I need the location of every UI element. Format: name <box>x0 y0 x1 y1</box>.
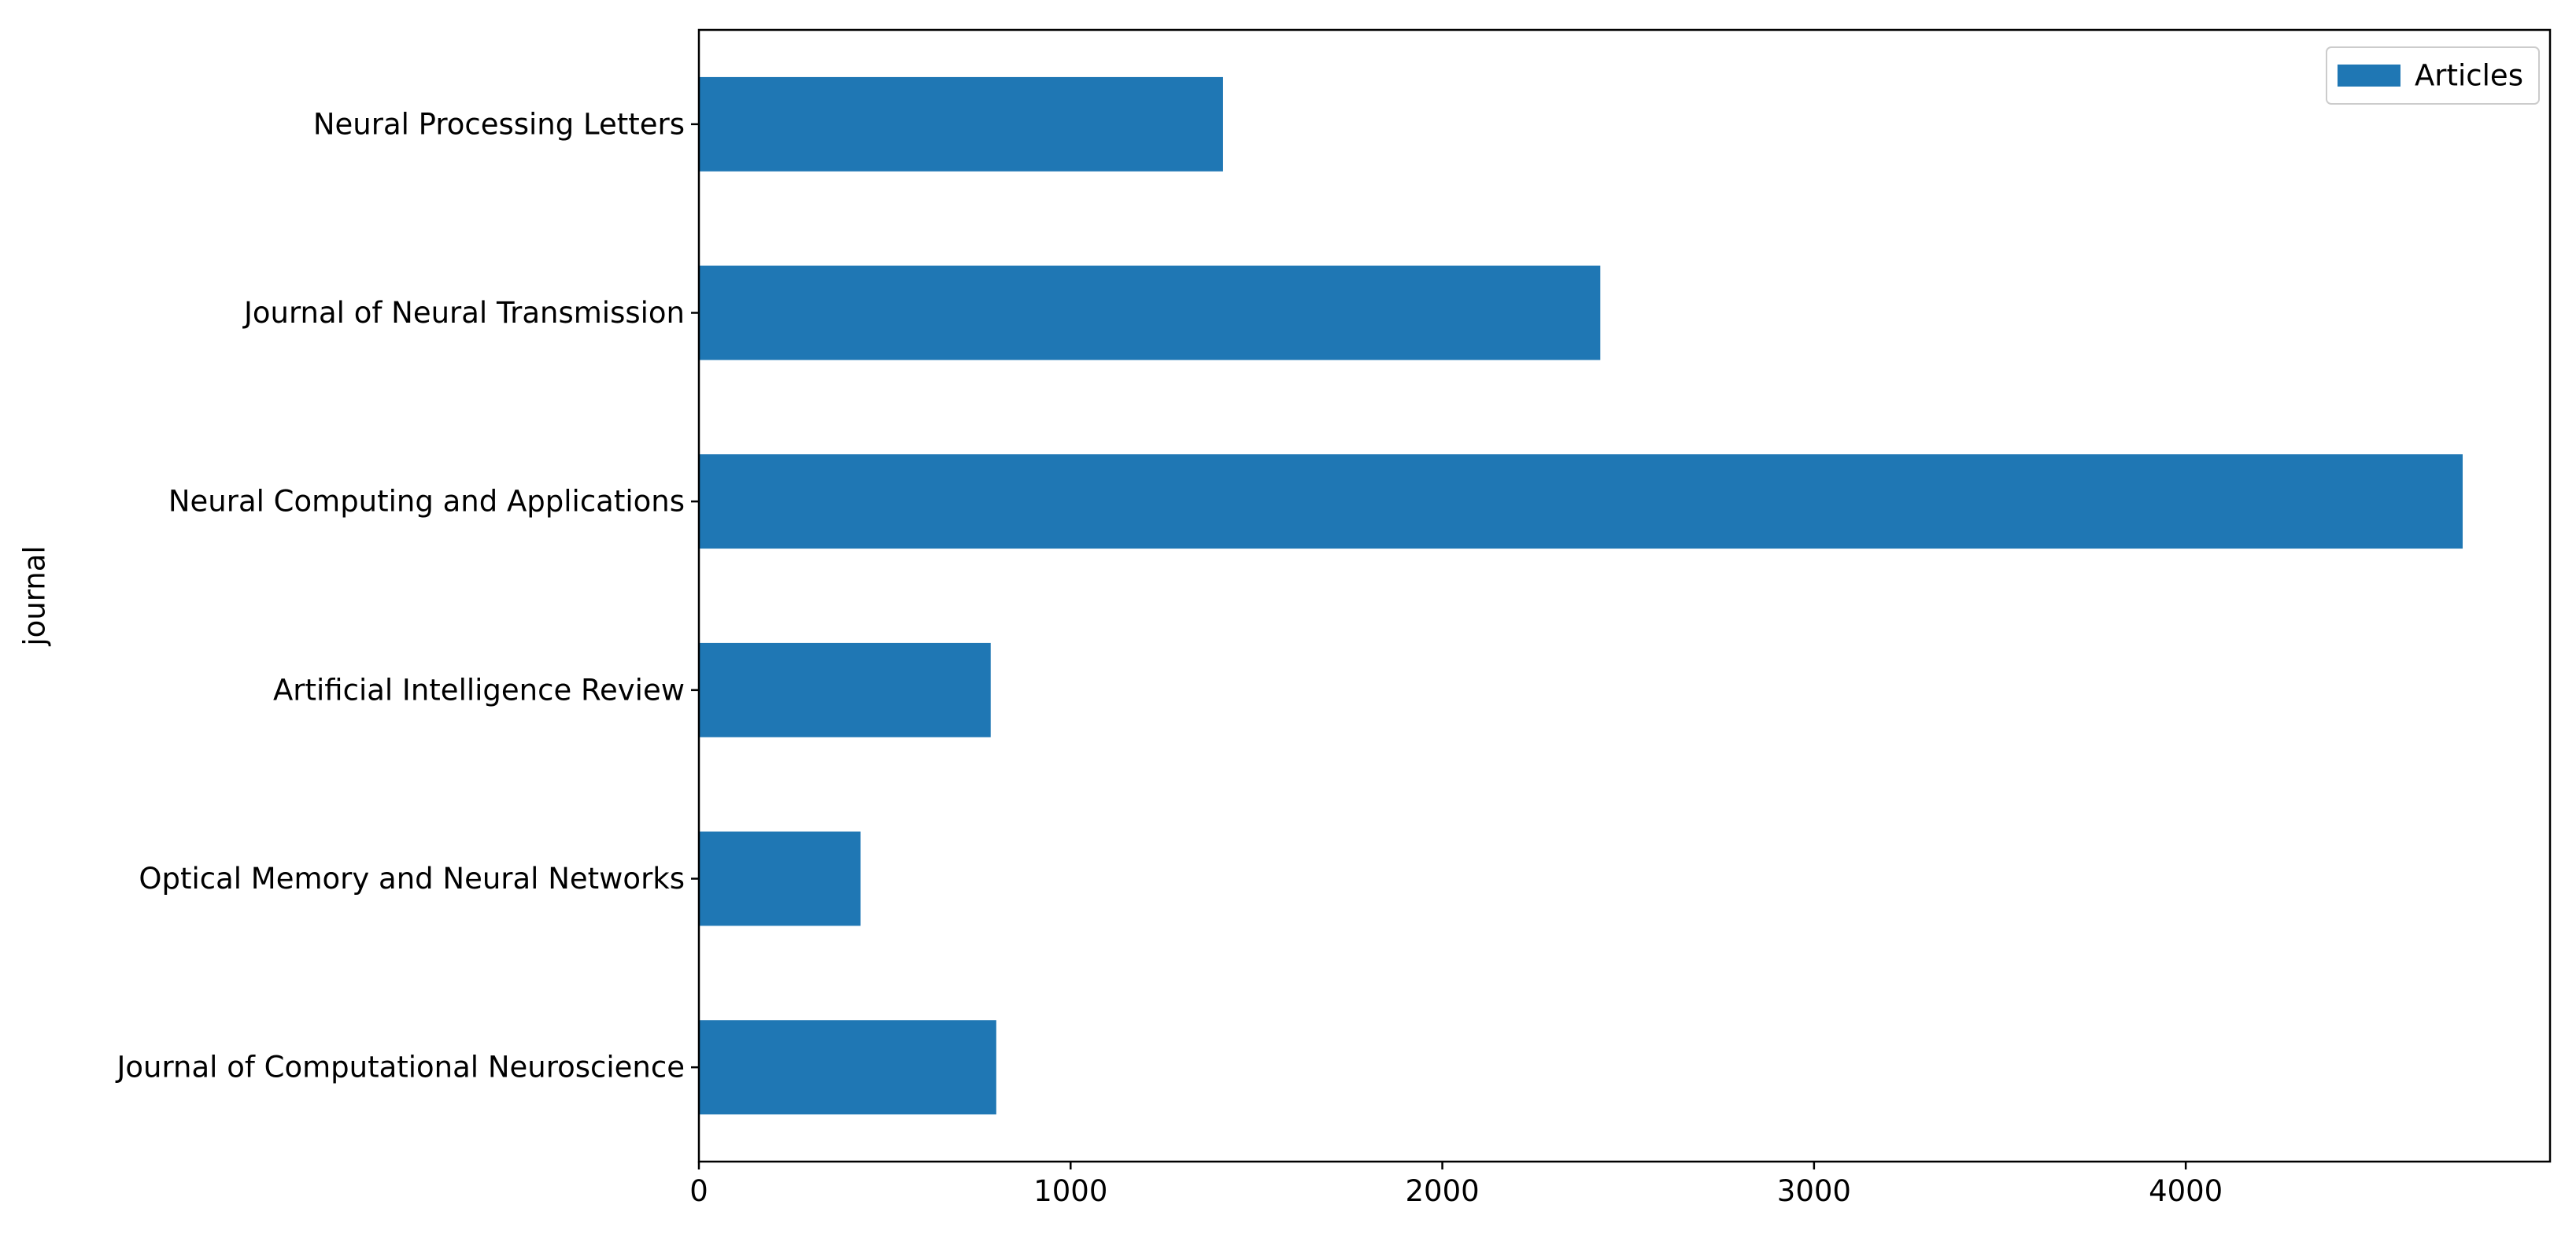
legend-box <box>2326 46 2540 105</box>
bar <box>699 265 1601 360</box>
bar <box>699 454 2463 549</box>
y-axis-label: journal <box>18 545 52 646</box>
bar <box>699 642 991 737</box>
legend: Articles <box>2326 46 2540 105</box>
y-tick-label: Neural Processing Letters <box>313 107 685 141</box>
bar <box>699 831 861 926</box>
x-tick-label: 1000 <box>1033 1174 1107 1208</box>
plot-area-frame <box>697 28 2552 1163</box>
bars-group <box>699 76 2463 1115</box>
y-tick-label: Neural Computing and Applications <box>168 485 685 519</box>
bar <box>699 1020 996 1115</box>
y-tick-label: Optical Memory and Neural Networks <box>139 862 685 896</box>
legend-swatch <box>2338 65 2400 87</box>
legend-label: Articles <box>2415 59 2523 93</box>
x-tick-label: 3000 <box>1777 1174 1851 1208</box>
y-ticks-group: Journal of Computational Neuroscience Opt… <box>115 107 699 1084</box>
x-tick-label: 2000 <box>1405 1174 1479 1208</box>
x-tick-label: 0 <box>689 1174 708 1208</box>
y-tick-label: Journal of Computational Neuroscience <box>115 1051 685 1084</box>
x-ticks-group: 0 1000 2000 3000 4000 <box>689 1162 2223 1208</box>
bar <box>699 76 1223 172</box>
y-tick-label: Artificial Intelligence Review <box>273 673 685 707</box>
y-tick-label: Journal of Neural Transmission <box>242 296 685 330</box>
x-tick-label: 4000 <box>2149 1174 2223 1208</box>
